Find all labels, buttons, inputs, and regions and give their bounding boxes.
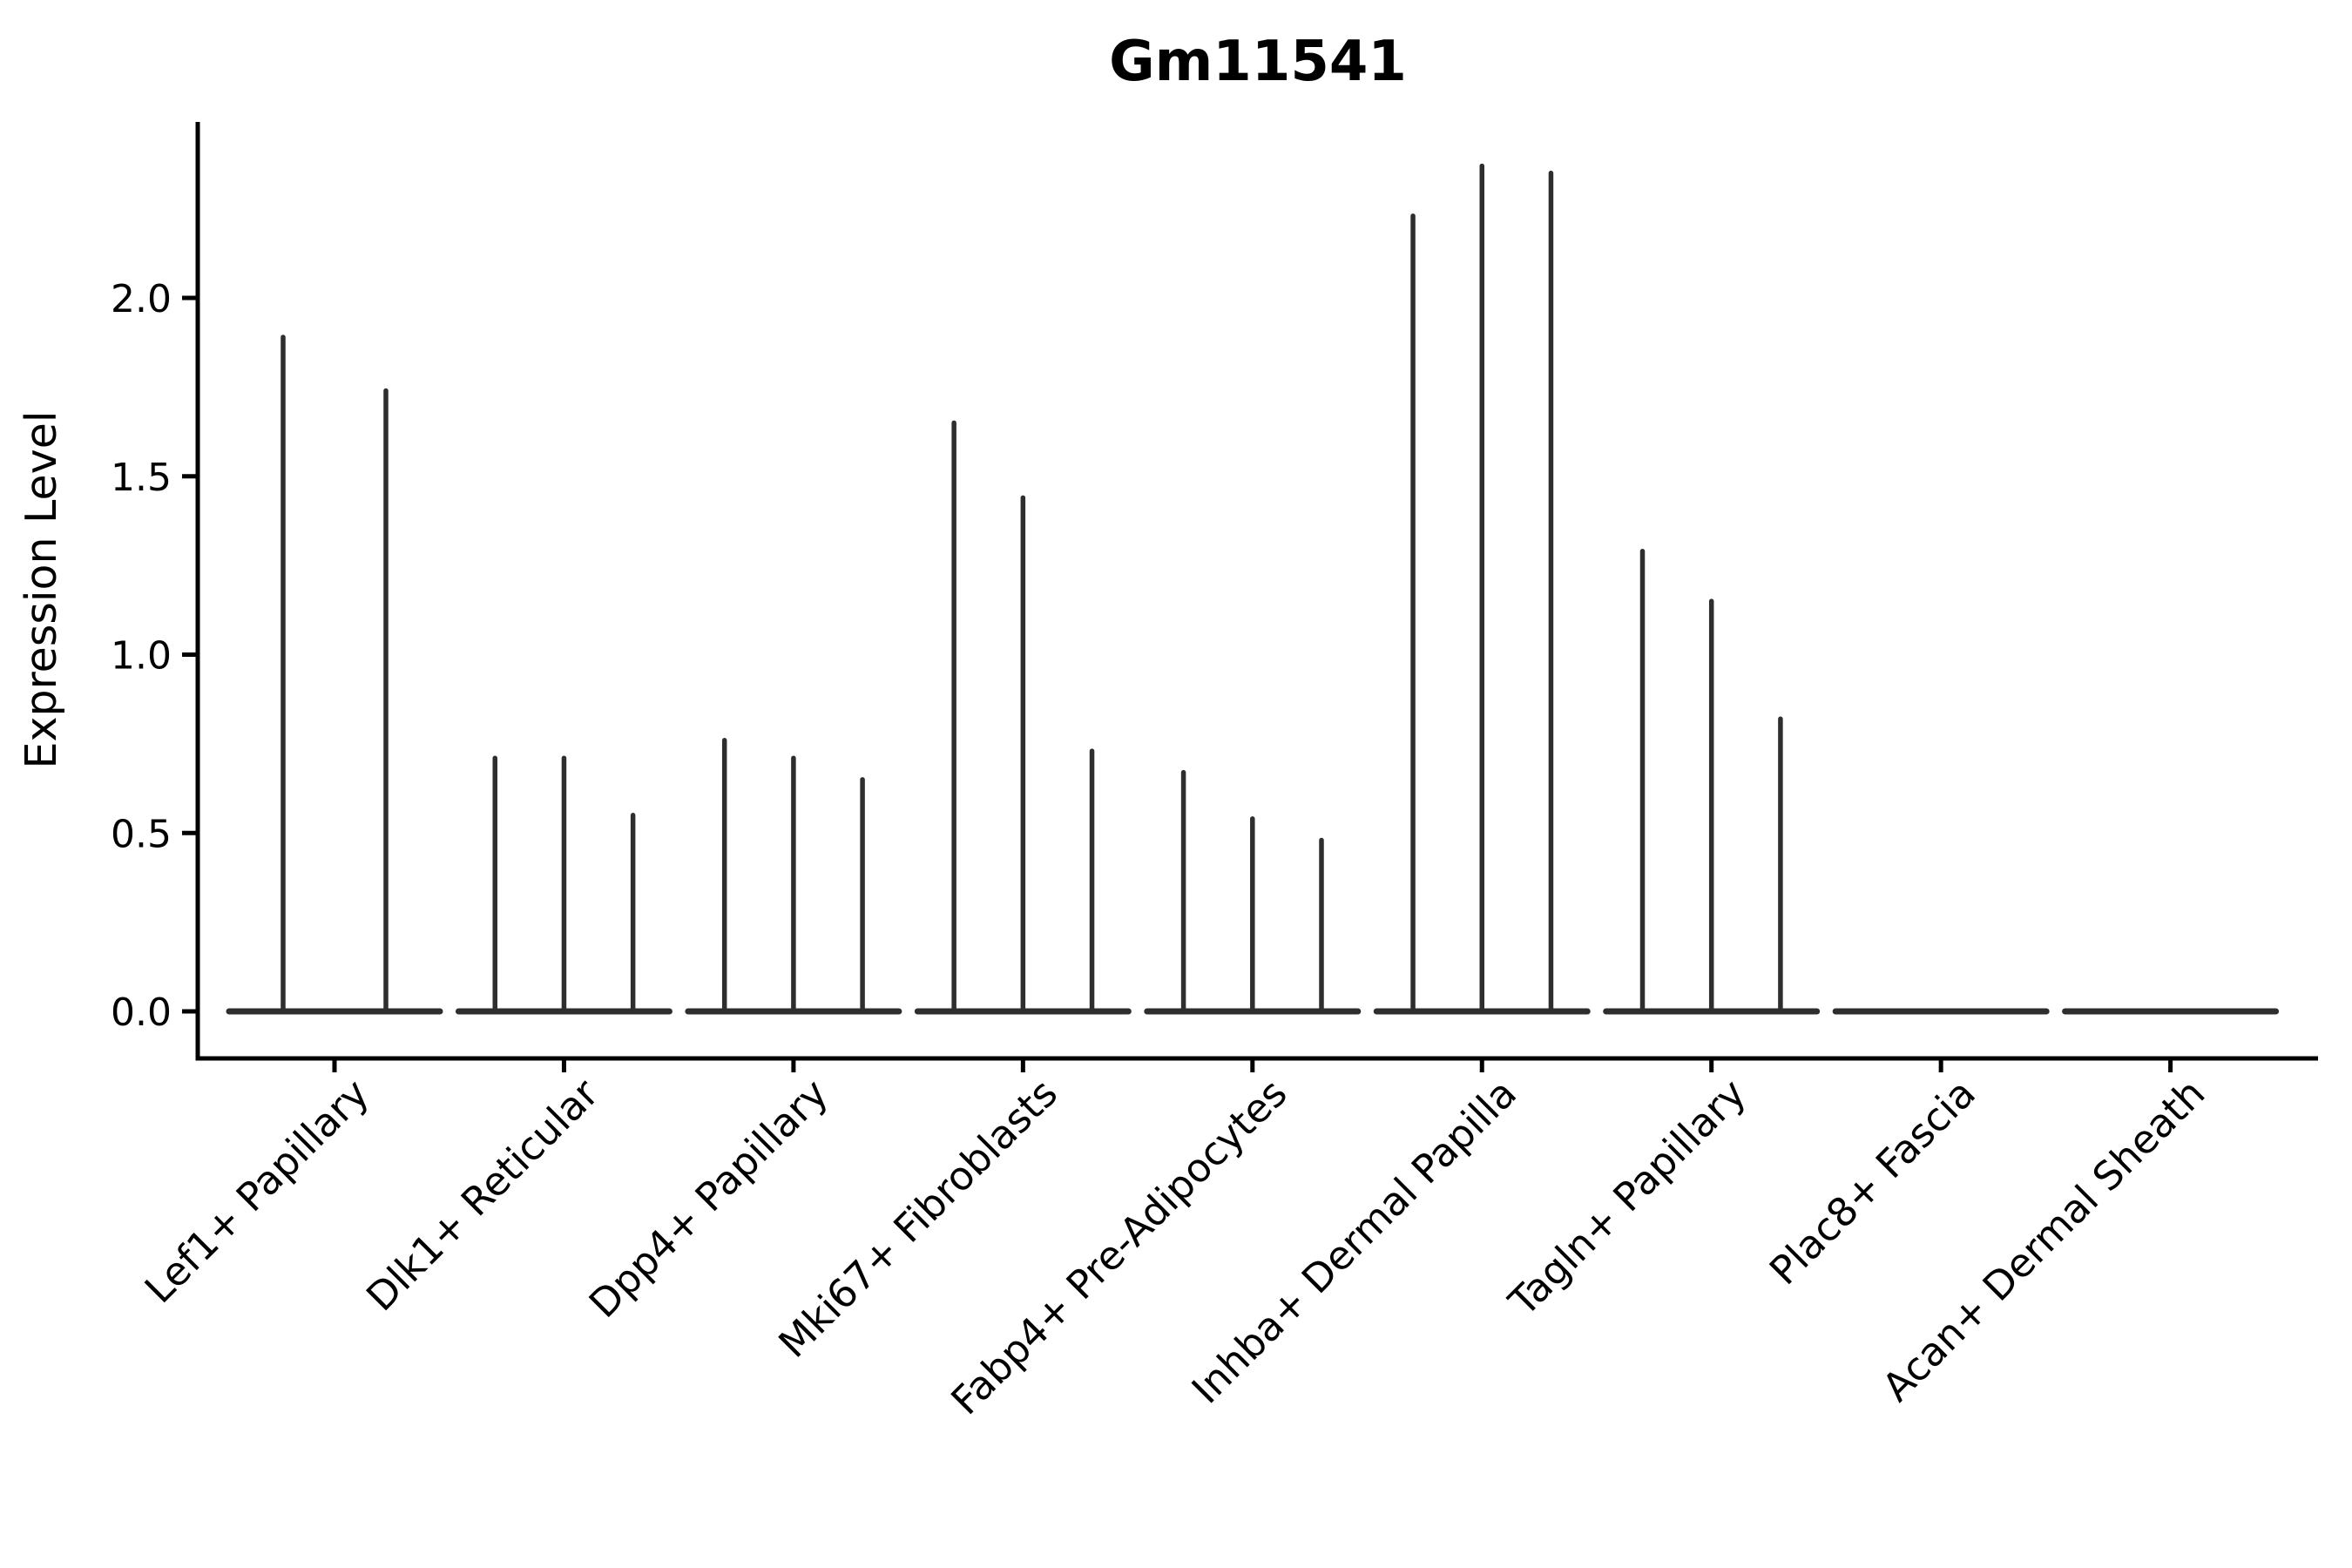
violin-group — [1373, 163, 1591, 1015]
y-tick-label: 2.0 — [111, 277, 172, 321]
x-tick-label: Dpp4+ Papillary — [580, 1070, 837, 1327]
y-tick-label: 1.0 — [111, 634, 172, 679]
y-axis-ticks: 0.0 0.5 1.0 1.5 2.0 — [111, 277, 198, 1035]
violin-group — [685, 738, 902, 1015]
y-tick-label: 0.0 — [111, 990, 172, 1035]
violin-group — [914, 420, 1132, 1015]
chart-title: Gm11541 — [1109, 30, 1407, 94]
y-tick-label: 0.5 — [111, 812, 172, 856]
violin-group — [1603, 548, 1821, 1015]
y-tick-label: 1.5 — [111, 456, 172, 500]
violin-group — [1144, 769, 1362, 1015]
violin-group — [226, 335, 443, 1015]
x-tick-label: Dlk1+ Reticular — [357, 1070, 607, 1320]
x-tick-label: Plac8+ Fascia — [1761, 1070, 1984, 1294]
y-axis-label: Expression Level — [17, 411, 66, 769]
x-tick-label: Lef1+ Papillary — [136, 1070, 378, 1312]
violins — [226, 163, 2280, 1015]
violin-group — [455, 755, 672, 1015]
x-tick-label: Tagln+ Papillary — [1499, 1070, 1754, 1325]
